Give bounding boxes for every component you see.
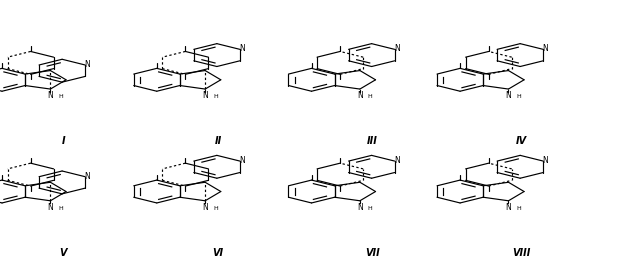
Text: N: N — [48, 203, 53, 212]
Text: N: N — [239, 44, 245, 53]
Text: N: N — [239, 156, 245, 165]
Text: H: H — [213, 94, 218, 99]
Text: III: III — [367, 136, 378, 146]
Text: V: V — [59, 248, 67, 258]
Text: N: N — [84, 172, 90, 181]
Text: IV: IV — [516, 136, 527, 146]
Text: H: H — [58, 206, 63, 211]
Text: H: H — [368, 206, 373, 211]
Text: H: H — [368, 94, 373, 99]
Text: N: N — [542, 156, 548, 165]
Text: N: N — [542, 44, 548, 53]
Text: N: N — [202, 203, 208, 212]
Text: VI: VI — [212, 248, 223, 258]
Text: N: N — [506, 91, 511, 100]
Text: H: H — [213, 206, 218, 211]
Text: H: H — [516, 94, 521, 99]
Text: N: N — [394, 44, 400, 53]
Text: H: H — [516, 206, 521, 211]
Text: N: N — [357, 203, 363, 212]
Text: N: N — [357, 91, 363, 100]
Text: II: II — [214, 136, 222, 146]
Text: I: I — [61, 136, 65, 146]
Text: H: H — [58, 94, 63, 99]
Text: N: N — [48, 91, 53, 100]
Text: N: N — [202, 91, 208, 100]
Text: N: N — [394, 156, 400, 165]
Text: N: N — [506, 203, 511, 212]
Text: VIII: VIII — [512, 248, 530, 258]
Text: VII: VII — [365, 248, 380, 258]
Text: N: N — [84, 60, 90, 69]
